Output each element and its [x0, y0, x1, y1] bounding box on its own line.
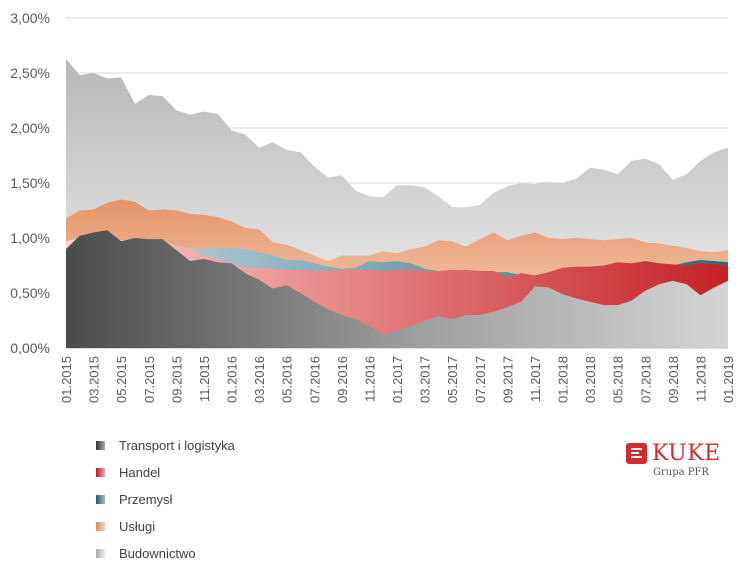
x-tick-label: 11.2016: [362, 356, 377, 402]
legend-item-transport: Transport i logistyka: [96, 432, 235, 459]
area-transport: [66, 230, 728, 348]
x-tick-label: 09.2017: [500, 356, 515, 403]
y-tick-label: 1,50%: [10, 175, 50, 191]
y-axis: 0,00% 0,50% 1,00% 1,50% 2,00% 2,50% 3,00%: [10, 10, 50, 356]
y-tick-label: 0,00%: [10, 340, 50, 356]
y-tick-label: 1,00%: [10, 230, 50, 246]
legend: Transport i logistyka Handel Przemysł Us…: [96, 432, 235, 567]
x-tick-label: 07.2016: [307, 356, 322, 403]
legend-label-transport: Transport i logistyka: [119, 438, 235, 453]
legend-swatch-przemysl: [96, 495, 105, 504]
x-tick-label: 09.2015: [169, 356, 184, 403]
x-tick-label: 07.2015: [142, 356, 157, 403]
legend-label-przemysl: Przemysł: [119, 492, 173, 507]
x-tick-label: 05.2015: [114, 356, 129, 403]
x-tick-label: 11.2017: [528, 356, 543, 402]
logo-subtitle: Grupa PFR: [653, 467, 709, 478]
legend-swatch-handel: [96, 468, 105, 477]
x-axis: 01.2015 03.2015 05.2015 07.2015 09.2015 11.20…: [59, 356, 736, 403]
x-tick-label: 03.2018: [583, 356, 598, 403]
x-tick-label: 05.2017: [445, 356, 460, 403]
x-tick-label: 03.2016: [252, 356, 267, 403]
legend-swatch-transport: [96, 441, 105, 450]
kuke-logo: KUKE Grupa PFR: [626, 441, 726, 478]
legend-swatch-uslugi: [96, 522, 105, 531]
legend-label-budownictwo: Budownictwo: [119, 546, 196, 561]
y-tick-label: 2,50%: [10, 65, 50, 81]
x-tick-label: 05.2018: [611, 356, 626, 403]
x-tick-label: 07.2018: [638, 356, 653, 403]
x-tick-label: 09.2016: [335, 356, 350, 403]
logo-brand: KUKE: [652, 441, 721, 466]
x-tick-label: 01.2015: [59, 356, 74, 403]
x-tick-label: 07.2017: [473, 356, 488, 403]
legend-item-uslugi: Usługi: [96, 513, 235, 540]
legend-label-handel: Handel: [119, 465, 161, 480]
x-tick-label: 11.2015: [197, 356, 212, 402]
legend-label-uslugi: Usługi: [119, 519, 156, 534]
x-tick-label: 01.2017: [390, 356, 405, 403]
x-tick-label: 03.2015: [87, 356, 102, 403]
x-tick-label: 11.2018: [693, 356, 708, 402]
x-tick-label: 01.2016: [225, 356, 240, 403]
x-tick-label: 09.2018: [666, 356, 681, 403]
kuke-logo-icon: [626, 443, 647, 464]
legend-item-przemysl: Przemysł: [96, 486, 235, 513]
y-tick-label: 3,00%: [10, 10, 50, 26]
x-tick-label: 01.2019: [721, 356, 736, 403]
series-areas: [66, 58, 728, 348]
x-tick-label: 03.2017: [418, 356, 433, 403]
y-tick-label: 2,00%: [10, 120, 50, 136]
x-tick-label: 01.2018: [556, 356, 571, 403]
x-tick-label: 05.2016: [280, 356, 295, 403]
legend-item-handel: Handel: [96, 459, 235, 486]
y-tick-label: 0,50%: [10, 285, 50, 301]
legend-item-budownictwo: Budownictwo: [96, 540, 235, 567]
legend-swatch-budownictwo: [96, 549, 105, 558]
